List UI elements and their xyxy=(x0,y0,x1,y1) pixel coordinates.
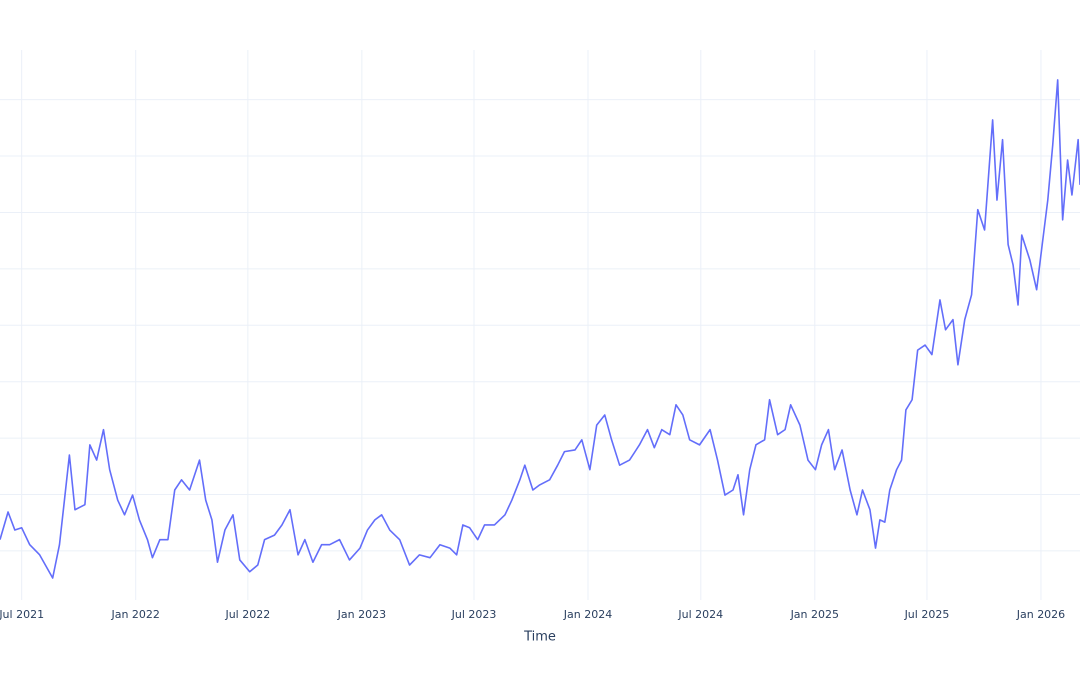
x-tick-label: Jul 2024 xyxy=(677,608,723,621)
x-tick-label: Jan 2025 xyxy=(790,608,839,621)
x-tick-label: Jul 2023 xyxy=(451,608,497,621)
x-tick-label: Jan 2024 xyxy=(563,608,612,621)
x-tick-label: Jul 2025 xyxy=(904,608,950,621)
x-tick-label: Jul 2021 xyxy=(0,608,44,621)
x-tick-label: Jan 2023 xyxy=(337,608,386,621)
line-series xyxy=(0,79,1080,579)
x-tick-label: Jul 2022 xyxy=(224,608,270,621)
x-axis-title: Time xyxy=(523,630,556,645)
x-tick-label: Jan 2026 xyxy=(1016,608,1065,621)
x-tick-label: Jan 2022 xyxy=(110,608,159,621)
